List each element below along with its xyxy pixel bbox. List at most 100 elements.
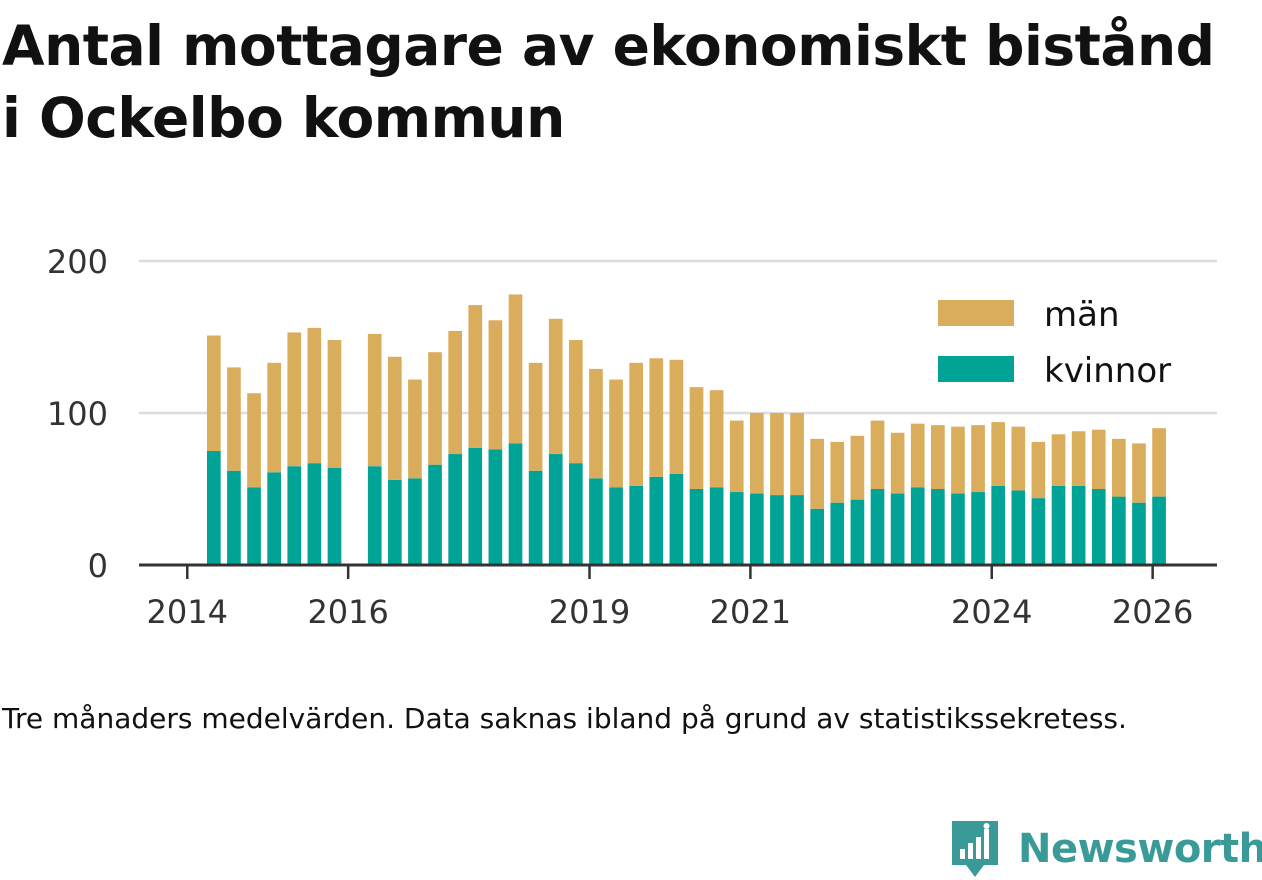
- bar-man: [528, 362, 543, 471]
- bar-kvinnor: [810, 508, 825, 565]
- bar-kvinnor: [508, 443, 523, 565]
- bar-man: [669, 359, 684, 474]
- bar-kvinnor: [568, 463, 583, 565]
- bar-kvinnor: [408, 478, 422, 565]
- bar-man: [227, 367, 241, 471]
- bar-man: [367, 333, 382, 467]
- bar-kvinnor: [750, 493, 764, 565]
- y-tick-label: 200: [47, 243, 108, 281]
- bar-kvinnor: [1091, 489, 1106, 565]
- bar-man: [1132, 443, 1146, 503]
- bar-man: [488, 320, 503, 450]
- bar-man: [991, 422, 1006, 486]
- x-tick-label: 2026: [1112, 593, 1193, 631]
- bar-man: [428, 352, 442, 465]
- bar-man: [287, 332, 302, 467]
- bar-kvinnor: [428, 464, 442, 565]
- chart-title-line-2: i Ockelbo kommun: [2, 86, 565, 150]
- bar-man: [508, 294, 523, 444]
- bar-kvinnor: [1011, 490, 1026, 565]
- chart-caption: Tre månaders medelvärden. Data saknas ib…: [2, 702, 1127, 735]
- bar-kvinnor: [247, 487, 261, 565]
- bar-man: [649, 358, 664, 477]
- newsworthy-logo-icon: [952, 821, 998, 877]
- bar-man: [589, 368, 603, 479]
- bar-kvinnor: [951, 493, 965, 565]
- bar-man: [1051, 434, 1066, 486]
- chart-title-line-1: Antal mottagare av ekonomiskt bistånd: [2, 14, 1215, 78]
- bar-kvinnor: [931, 489, 945, 565]
- bar-man: [1152, 428, 1166, 497]
- bar-kvinnor: [488, 449, 503, 565]
- x-tick-label: 2019: [549, 593, 630, 631]
- bar-man: [408, 379, 422, 479]
- bar-man: [247, 393, 261, 488]
- bar-kvinnor: [227, 470, 241, 565]
- bar-kvinnor: [770, 495, 784, 565]
- bar-man: [951, 426, 965, 494]
- bar-kvinnor: [287, 466, 302, 565]
- bar-man: [810, 438, 825, 509]
- bar-kvinnor: [1112, 496, 1126, 565]
- brand[interactable]: Newsworthy: [950, 818, 1262, 880]
- bar-kvinnor: [1132, 502, 1146, 565]
- bar-man: [448, 330, 462, 455]
- bar-kvinnor: [709, 487, 724, 565]
- bar-kvinnor: [548, 454, 563, 565]
- bar-man: [790, 413, 804, 496]
- y-tick-label: 0: [88, 547, 108, 585]
- bar-kvinnor: [609, 487, 623, 565]
- bar-kvinnor: [307, 463, 322, 565]
- bar-man: [750, 413, 764, 494]
- x-tick-label: 2024: [951, 593, 1032, 631]
- legend-swatch: [938, 300, 1014, 326]
- bar-kvinnor: [468, 447, 483, 565]
- bar-kvinnor: [589, 478, 603, 565]
- bar-man: [609, 379, 623, 488]
- bar-kvinnor: [1071, 485, 1086, 565]
- bar-kvinnor: [890, 493, 905, 565]
- bar-kvinnor: [206, 451, 221, 565]
- bar-kvinnor: [991, 485, 1006, 565]
- legend-label: kvinnor: [1044, 351, 1171, 391]
- bar-man: [1011, 426, 1026, 491]
- bar-kvinnor: [1051, 485, 1066, 565]
- bar-man: [327, 340, 342, 468]
- bar-man: [568, 340, 583, 464]
- bar-chart: 0 100 200 2014 2016 2019 2021 2024 2026 män kvinno…: [47, 243, 1217, 631]
- bar-kvinnor: [689, 489, 704, 565]
- bar-man: [548, 318, 563, 455]
- bar-kvinnor: [448, 454, 462, 565]
- bar-man: [468, 305, 483, 448]
- bar-kvinnor: [790, 495, 804, 565]
- bar-kvinnor: [850, 499, 865, 565]
- bar-kvinnor: [830, 502, 845, 565]
- bar-man: [931, 425, 945, 489]
- bar-man: [629, 362, 644, 486]
- x-tick-label: 2014: [147, 593, 228, 631]
- bar-man: [307, 327, 322, 464]
- bar-kvinnor: [1152, 496, 1166, 565]
- bar-kvinnor: [1031, 498, 1046, 565]
- legend-label: män: [1044, 295, 1120, 335]
- bar-kvinnor: [649, 476, 664, 565]
- bar-man: [709, 390, 724, 488]
- bar-man: [890, 432, 905, 494]
- bar-man: [1071, 431, 1086, 486]
- bar-man: [1031, 441, 1046, 499]
- bar-kvinnor: [669, 473, 684, 565]
- bar-man: [850, 435, 865, 500]
- bar-man: [729, 420, 744, 493]
- bar-man: [267, 362, 281, 473]
- bar-man: [870, 420, 885, 489]
- bar-man: [689, 387, 704, 489]
- bar-kvinnor: [327, 467, 342, 565]
- brand-name: Newsworthy: [1018, 826, 1262, 872]
- bar-man: [830, 441, 845, 503]
- legend-swatch: [938, 356, 1014, 382]
- bar-kvinnor: [367, 466, 382, 565]
- bar-man: [971, 425, 985, 493]
- bar-kvinnor: [387, 479, 402, 565]
- bar-man: [910, 423, 925, 488]
- bar-man: [387, 356, 402, 480]
